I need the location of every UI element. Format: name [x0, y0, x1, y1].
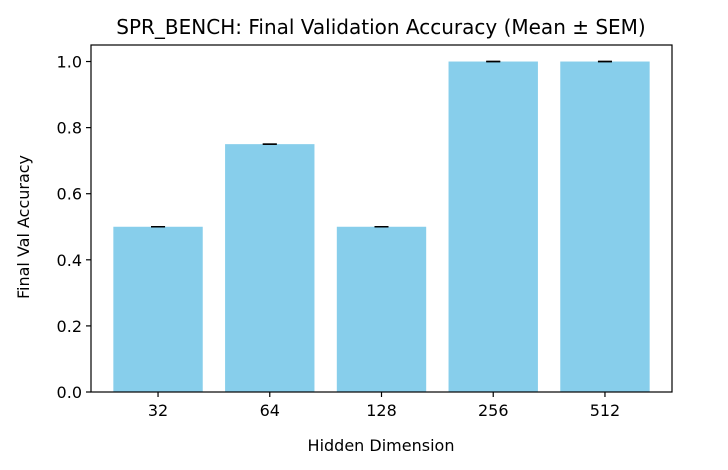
- x-tick-label-64: 64: [260, 401, 280, 420]
- y-axis-ticks: 0.0 0.2 0.4 0.6 0.8 1.0: [57, 53, 91, 402]
- x-axis-ticks: 32 64 128 256 512: [148, 392, 620, 420]
- y-tick-label: 1.0: [57, 53, 82, 72]
- y-tick-label: 0.0: [57, 383, 82, 402]
- plot-area-frame: [90, 44, 673, 393]
- bars-group: [113, 61, 650, 393]
- y-tick-label: 0.6: [57, 185, 82, 204]
- bar-32: [113, 226, 203, 392]
- y-tick-label: 0.4: [57, 251, 82, 270]
- x-tick-label-128: 128: [366, 401, 397, 420]
- y-tick-label: 0.2: [57, 317, 82, 336]
- bar-64: [225, 144, 315, 392]
- x-tick-label-256: 256: [478, 401, 509, 420]
- error-bars-group: [151, 60, 612, 228]
- bar-128: [336, 226, 427, 392]
- bar-256: [448, 61, 538, 393]
- chart-title: SPR_BENCH: Final Validation Accuracy (Me…: [116, 15, 645, 39]
- y-tick-label: 0.8: [57, 119, 82, 138]
- y-axis-label: Final Val Accuracy: [14, 155, 33, 299]
- x-tick-label-512: 512: [590, 401, 621, 420]
- x-axis-label: Hidden Dimension: [308, 436, 455, 455]
- bar-512: [560, 61, 650, 393]
- x-tick-label-32: 32: [148, 401, 168, 420]
